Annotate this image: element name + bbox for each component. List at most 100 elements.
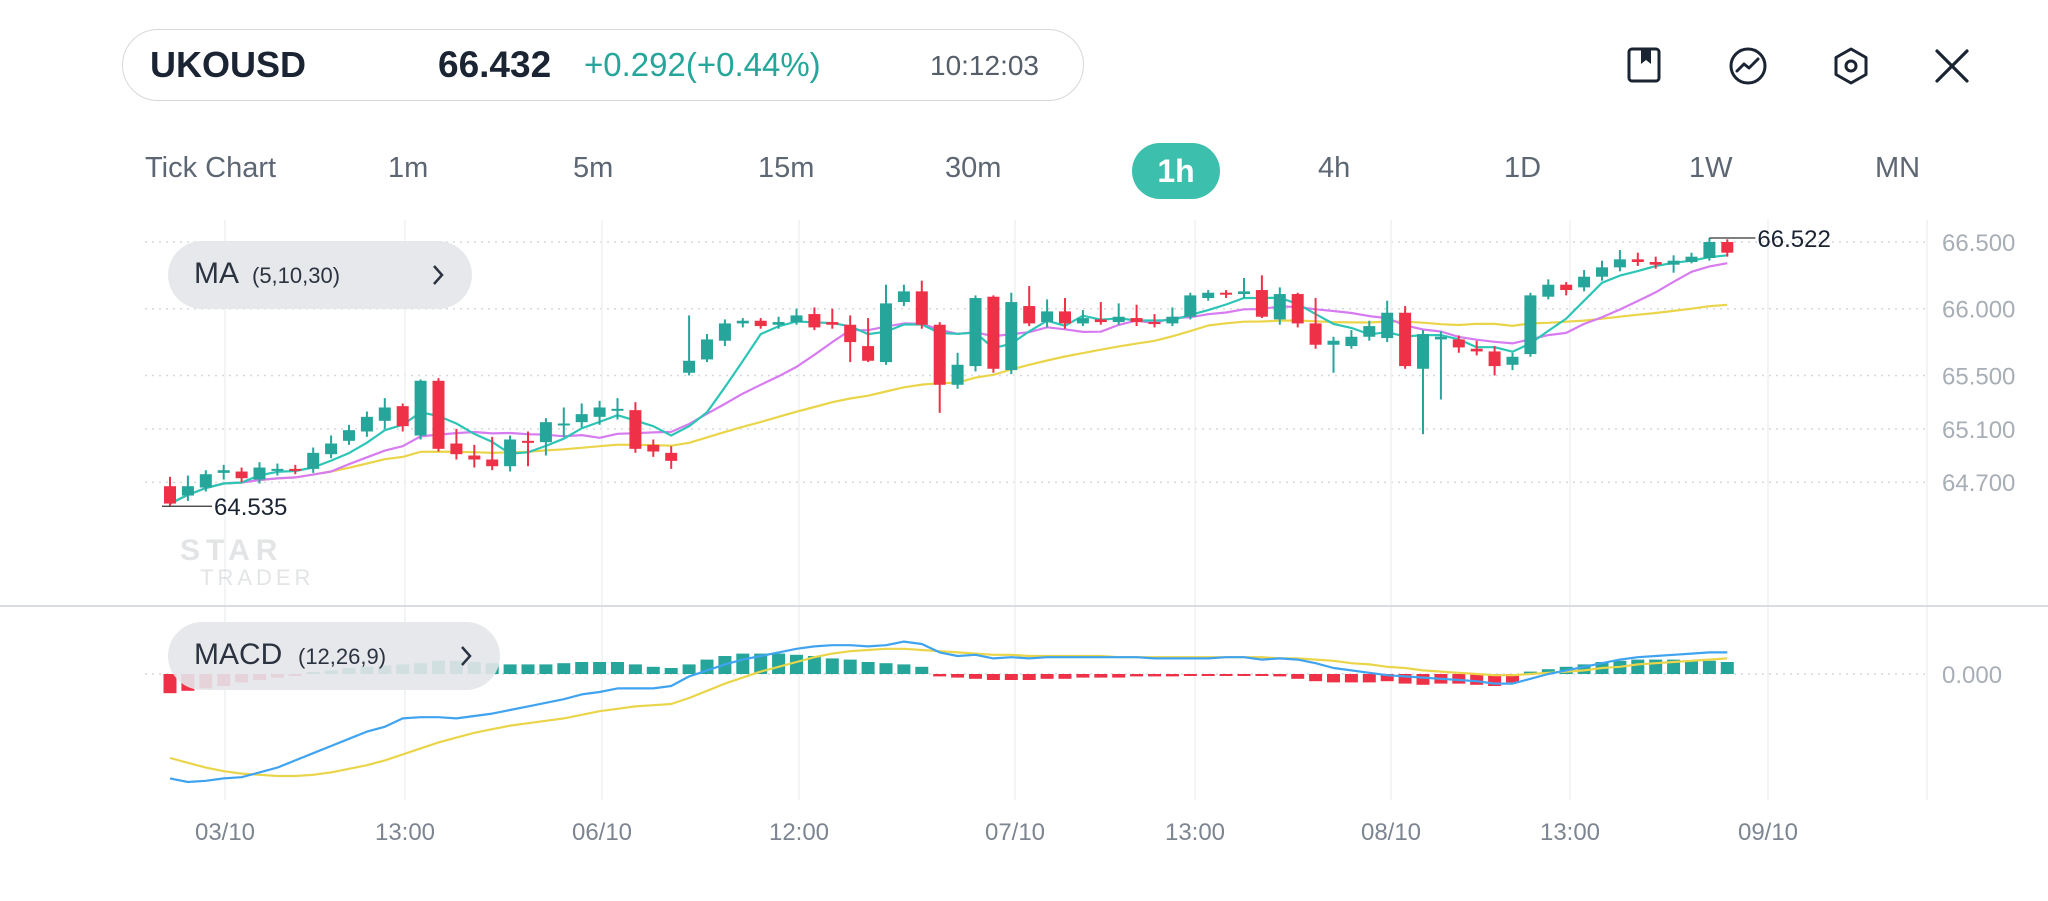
macd-indicator-pill[interactable]: MACD (12,26,9) [168, 622, 500, 690]
tab-tick-chart[interactable]: Tick Chart [145, 152, 277, 184]
macd-bar [1022, 674, 1036, 680]
indicator-lines [169, 254, 1728, 784]
y-tick-label: 65.100 [1942, 417, 2015, 444]
y-tick-label: 65.500 [1942, 363, 2015, 390]
candle-body [1417, 334, 1429, 369]
symbol-header[interactable] [122, 29, 1084, 101]
candle-body [790, 315, 803, 323]
macd-bar [1148, 674, 1161, 677]
macd-bar [1040, 674, 1054, 679]
close-icon[interactable] [1932, 46, 1972, 86]
macd-bar [1685, 660, 1698, 674]
chevron-right-icon [461, 646, 472, 666]
x-tick-label: 08/10 [1361, 819, 1421, 846]
server-time: 10:12:03 [930, 50, 1039, 81]
macd-bar [1380, 674, 1394, 682]
macd-bar [897, 664, 911, 674]
candle-body [414, 380, 427, 436]
ma-indicator-pill[interactable]: MA (5,10,30) [168, 241, 472, 309]
tab-1d[interactable]: 1D [1504, 152, 1542, 184]
bookmark-icon[interactable] [1626, 46, 1666, 86]
tab-1h[interactable]: 1h [1132, 143, 1220, 199]
candle-body [1094, 319, 1107, 323]
candle-body [862, 346, 875, 361]
macd-bar [1398, 674, 1412, 684]
macd-bar [1237, 674, 1251, 676]
svg-text:TRADER: TRADER [200, 565, 314, 590]
macd-bar [1649, 659, 1663, 674]
tab-30m[interactable]: 30m [945, 152, 1002, 184]
candles [164, 237, 1734, 507]
candle-body [1112, 316, 1125, 323]
candle-body [271, 468, 284, 471]
candle-body [557, 423, 570, 426]
macd-bar [1291, 674, 1305, 679]
candle-body [1488, 351, 1501, 367]
macd-signal-line [169, 647, 1728, 778]
tab-1w[interactable]: 1W [1689, 152, 1733, 184]
candle-body [450, 443, 463, 455]
candle-body [396, 406, 409, 427]
macd-bar [1255, 674, 1269, 676]
candle-body [1023, 306, 1036, 324]
axis-labels: 66.500 66.000 65.500 65.100 64.700 0.000 03/10… [162, 226, 2015, 846]
macd-bar [1309, 674, 1323, 682]
candle-body [217, 470, 230, 473]
macd-bar [611, 662, 624, 674]
candle-body [1381, 312, 1394, 339]
candle-body [1685, 256, 1698, 263]
macd-bar [1720, 662, 1734, 674]
low-price-label: 64.535 [214, 494, 287, 521]
symbol-name: UKOUSD [150, 44, 307, 85]
macd-line [169, 640, 1728, 784]
candle-body [1524, 295, 1537, 355]
candle-body [1130, 318, 1143, 323]
candle-body [486, 459, 499, 467]
x-tick-label: 07/10 [985, 819, 1045, 846]
candle-body [1255, 290, 1268, 317]
macd-name: MACD [194, 638, 283, 671]
macd-bar [539, 664, 553, 674]
macd-bar [790, 654, 803, 674]
macd-bar [646, 666, 660, 674]
macd-bar [557, 663, 571, 674]
macd-bar [628, 664, 642, 674]
tab-5m[interactable]: 5m [573, 152, 614, 184]
macd-bar [986, 674, 1000, 680]
candle-body [1220, 292, 1233, 295]
macd-bar [807, 656, 821, 674]
candle-body [378, 407, 391, 421]
candle-body [360, 416, 373, 432]
tab-mn[interactable]: MN [1875, 152, 1921, 184]
candle-body [307, 452, 320, 469]
candle-body [736, 320, 749, 324]
candle-body [325, 443, 338, 455]
candle-body [701, 339, 713, 360]
candle-body [289, 468, 302, 471]
macd-bar [969, 674, 982, 679]
price-change: +0.292(+0.44%) [584, 46, 821, 83]
macd-y-tick-label: 0.000 [1942, 662, 2002, 689]
macd-bar [861, 662, 875, 674]
tab-1m[interactable]: 1m [388, 152, 429, 184]
candle-body [164, 486, 176, 504]
candle-body [235, 471, 248, 479]
candle-body [432, 380, 445, 449]
macd-bar [1183, 674, 1197, 676]
tab-15m[interactable]: 15m [758, 152, 815, 184]
indicator-icon[interactable] [1728, 46, 1768, 86]
macd-bar [1344, 674, 1358, 683]
macd-bar [1076, 674, 1090, 678]
candle-body [1703, 242, 1716, 259]
settings-icon[interactable] [1831, 46, 1871, 86]
candle-body [1506, 356, 1519, 365]
macd-bar [1416, 674, 1430, 685]
tab-4h[interactable]: 4h [1318, 152, 1351, 184]
chevron-right-icon [433, 265, 444, 285]
candle-body [1721, 242, 1734, 253]
macd-bar [1577, 664, 1591, 674]
x-tick-label: 12:00 [769, 819, 829, 846]
macd-params: (12,26,9) [298, 644, 387, 669]
candle-body [718, 323, 731, 341]
